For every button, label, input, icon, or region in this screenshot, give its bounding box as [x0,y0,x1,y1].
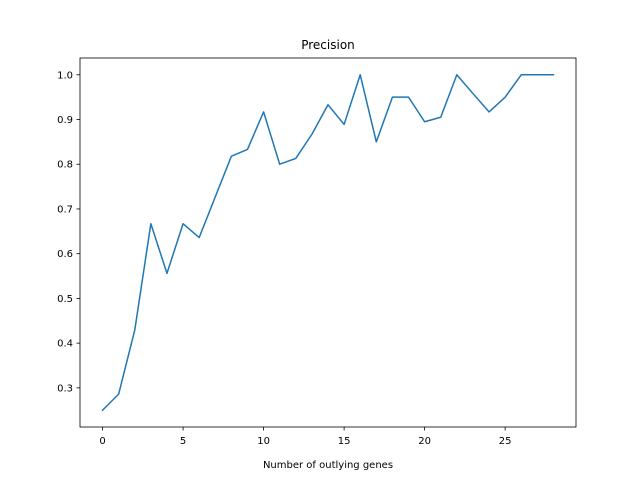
plot-area: 0 5 10 15 20 25 0.3 0.4 0.5 0.6 0.7 0.8 0.9 1.0 [57,57,577,447]
chart-title: Precision [301,38,355,52]
axes-frame [79,57,577,428]
x-tick-label: 5 [180,436,186,447]
y-tick-label: 0.6 [57,249,73,260]
y-tick-label: 0.3 [57,383,73,394]
y-tick-label: 0.8 [57,160,73,171]
x-axis-label: Number of outlying genes [263,460,393,471]
x-tick-label: 10 [257,436,270,447]
x-tick-label: 15 [338,436,351,447]
precision-series-line [101,74,555,412]
x-tick-label: 20 [418,436,431,447]
x-tick-label: 0 [99,436,105,447]
x-tick-label: 25 [499,436,512,447]
y-tick-label: 1.0 [57,70,73,81]
y-tick-label: 0.9 [57,115,73,126]
y-tick-label: 0.4 [57,339,73,350]
y-tick-label: 0.5 [57,294,73,305]
y-tick-label: 0.7 [57,204,73,215]
